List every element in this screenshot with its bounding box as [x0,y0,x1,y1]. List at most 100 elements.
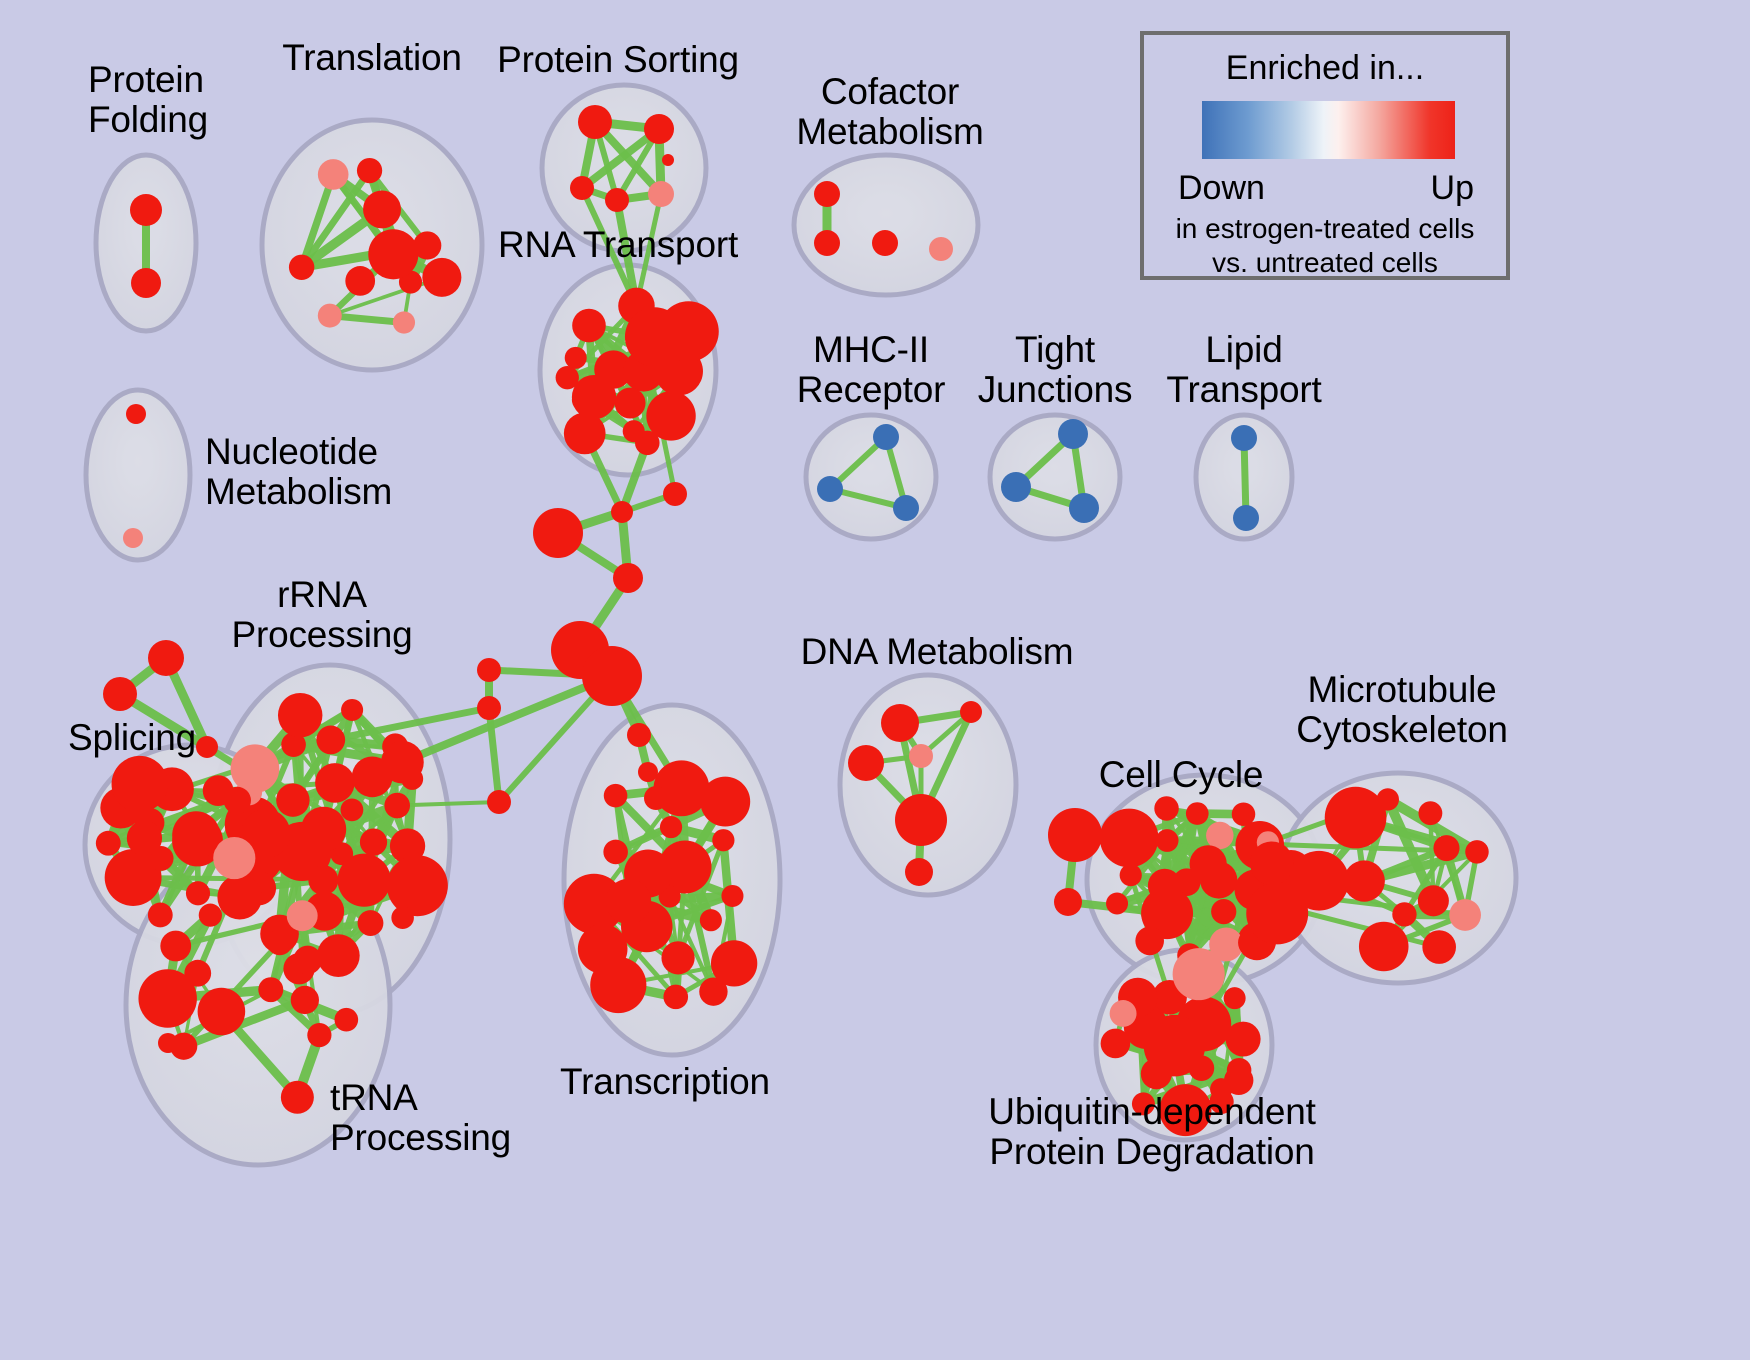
node-rrna-processing [337,853,391,907]
node-microtubule-cytoskeleton [1343,860,1385,902]
node-bridge [103,677,137,711]
node-ubiquitin-protein-degradation [1143,1014,1206,1077]
node-rna-transport [555,366,579,390]
node-rna-transport [564,346,587,369]
node-protein-folding [131,268,161,298]
node-ubiquitin-protein-degradation [1100,1028,1131,1059]
node-splicing [111,755,168,813]
node-bridge [487,790,511,814]
cluster-label-ubiquitin-protein-degradation: Ubiquitin-dependent Protein Degradation [988,1091,1316,1172]
cluster-label-microtubule-cytoskeleton: Microtubule Cytoskeleton [1296,669,1508,750]
cluster-label-translation: Translation [282,37,462,78]
node-cell-cycle [1099,808,1159,868]
node-translation [392,311,416,334]
node-trna-processing [138,969,197,1028]
node-translation [422,257,462,297]
node-rrna-processing [341,698,364,722]
node-transcription [710,940,758,987]
node-ubiquitin-protein-degradation [1109,1000,1137,1027]
node-microtubule-cytoskeleton [1417,885,1449,917]
node-trna-processing [197,987,246,1036]
node-rrna-processing [340,798,364,822]
node-rrna-processing [281,732,306,757]
node-trna-processing [258,977,284,1003]
node-splicing [147,902,173,928]
cluster-hull-cofactor-metabolism [791,152,981,298]
edge-bridge [633,191,664,309]
node-translation [356,157,383,184]
node-translation [288,254,315,281]
legend-box: Enriched in... Down Up in estrogen-treat… [1140,31,1510,280]
node-transcription [603,839,628,865]
node-transcription [605,878,652,925]
node-splicing [172,811,221,860]
legend-high-label: Up [1430,169,1474,207]
node-microtubule-cytoskeleton [1289,850,1349,911]
cluster-label-protein-folding: Protein Folding [88,59,208,140]
node-bridge [627,723,651,747]
edge-lipid-transport [1240,434,1250,522]
node-bridge [158,1033,178,1053]
node-bridge [148,640,184,676]
node-rrna-processing [357,910,384,936]
node-cell-cycle [1141,887,1194,940]
node-cofactor-metabolism [814,230,840,256]
node-ubiquitin-protein-degradation [1223,987,1246,1010]
node-dna-metabolism [960,701,982,723]
node-transcription [563,873,625,935]
node-splicing [213,837,256,880]
node-rrna-processing [384,792,411,819]
node-trna-processing [334,1007,359,1032]
node-trna-processing [293,945,323,975]
node-rrna-processing [359,828,388,856]
cluster-label-dna-metabolism: DNA Metabolism [800,631,1074,672]
node-bridge [533,508,583,558]
node-protein-sorting [570,176,594,200]
node-protein-sorting [578,105,612,139]
edge-bridge [618,438,652,516]
node-protein-sorting [605,188,629,212]
node-translation [368,229,419,280]
edge-bridge [398,672,616,767]
edge-bridge [327,704,493,744]
node-microtubule-cytoskeleton [1324,786,1387,849]
node-bridge [582,646,642,706]
node-microtubule-cytoskeleton [1358,921,1409,972]
node-trna-processing [198,903,222,927]
node-splicing [241,809,291,859]
node-transcription [659,815,683,839]
node-ubiquitin-protein-degradation [1225,1021,1261,1057]
edge-protein-sorting [578,125,663,192]
node-transcription [699,977,728,1006]
node-rrna-processing [389,828,426,864]
node-ubiquitin-protein-degradation [1172,948,1225,1001]
cluster-label-lipid-transport: Lipid Transport [1166,329,1322,410]
node-translation [317,303,342,328]
node-rrna-processing [316,725,346,755]
node-rrna-processing [276,783,310,817]
edge-transcription [667,894,716,994]
node-bridge [613,563,643,593]
node-dna-metabolism [909,744,933,768]
node-transcription [700,776,751,827]
node-bridge [196,736,218,758]
cluster-label-nucleotide-metabolism: Nucleotide Metabolism [205,431,393,512]
node-nucleotide-metabolism [126,404,146,424]
cluster-label-protein-sorting: Protein Sorting [497,39,739,80]
node-trna-processing [184,959,212,987]
node-dna-metabolism [848,745,884,781]
cluster-label-tight-junctions: Tight Junctions [977,329,1133,410]
node-trna-processing [307,1022,332,1048]
node-tight-junctions [1001,472,1031,502]
node-mhc-ii-receptor [873,424,899,450]
node-transcription [721,884,744,908]
edge-microtubule-cytoskeleton [1401,845,1450,918]
node-bridge [663,482,687,506]
node-cell-cycle [1209,927,1244,962]
node-rrna-processing [308,865,339,896]
node-rrna-processing [301,806,347,852]
node-dna-metabolism [881,704,919,742]
node-dna-metabolism [905,858,933,886]
node-tight-junctions [1069,493,1099,523]
